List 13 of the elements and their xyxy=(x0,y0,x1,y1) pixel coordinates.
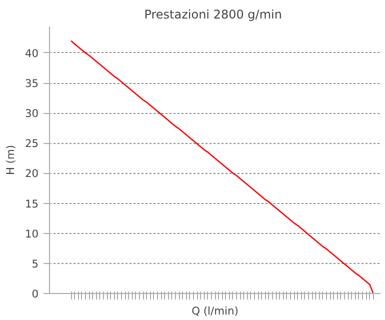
line-series xyxy=(70,40,374,294)
y-tick-label: 20 xyxy=(24,167,39,180)
chart-title: Prestazioni 2800 g/min xyxy=(144,8,282,22)
y-tick-label: 0 xyxy=(32,288,39,300)
x-axis-title: Q (l/min) xyxy=(192,304,238,318)
y-tick-label: 30 xyxy=(24,107,39,120)
y-tick-label: 40 xyxy=(24,46,39,60)
y-axis-title: H (m) xyxy=(4,144,17,176)
y-tick-label: 10 xyxy=(24,227,39,240)
y-tick-label: 25 xyxy=(24,137,39,150)
y-tick-label: 5 xyxy=(32,257,38,270)
y-tick-label: 15 xyxy=(24,197,39,210)
y-tick-label: 35 xyxy=(24,77,39,90)
